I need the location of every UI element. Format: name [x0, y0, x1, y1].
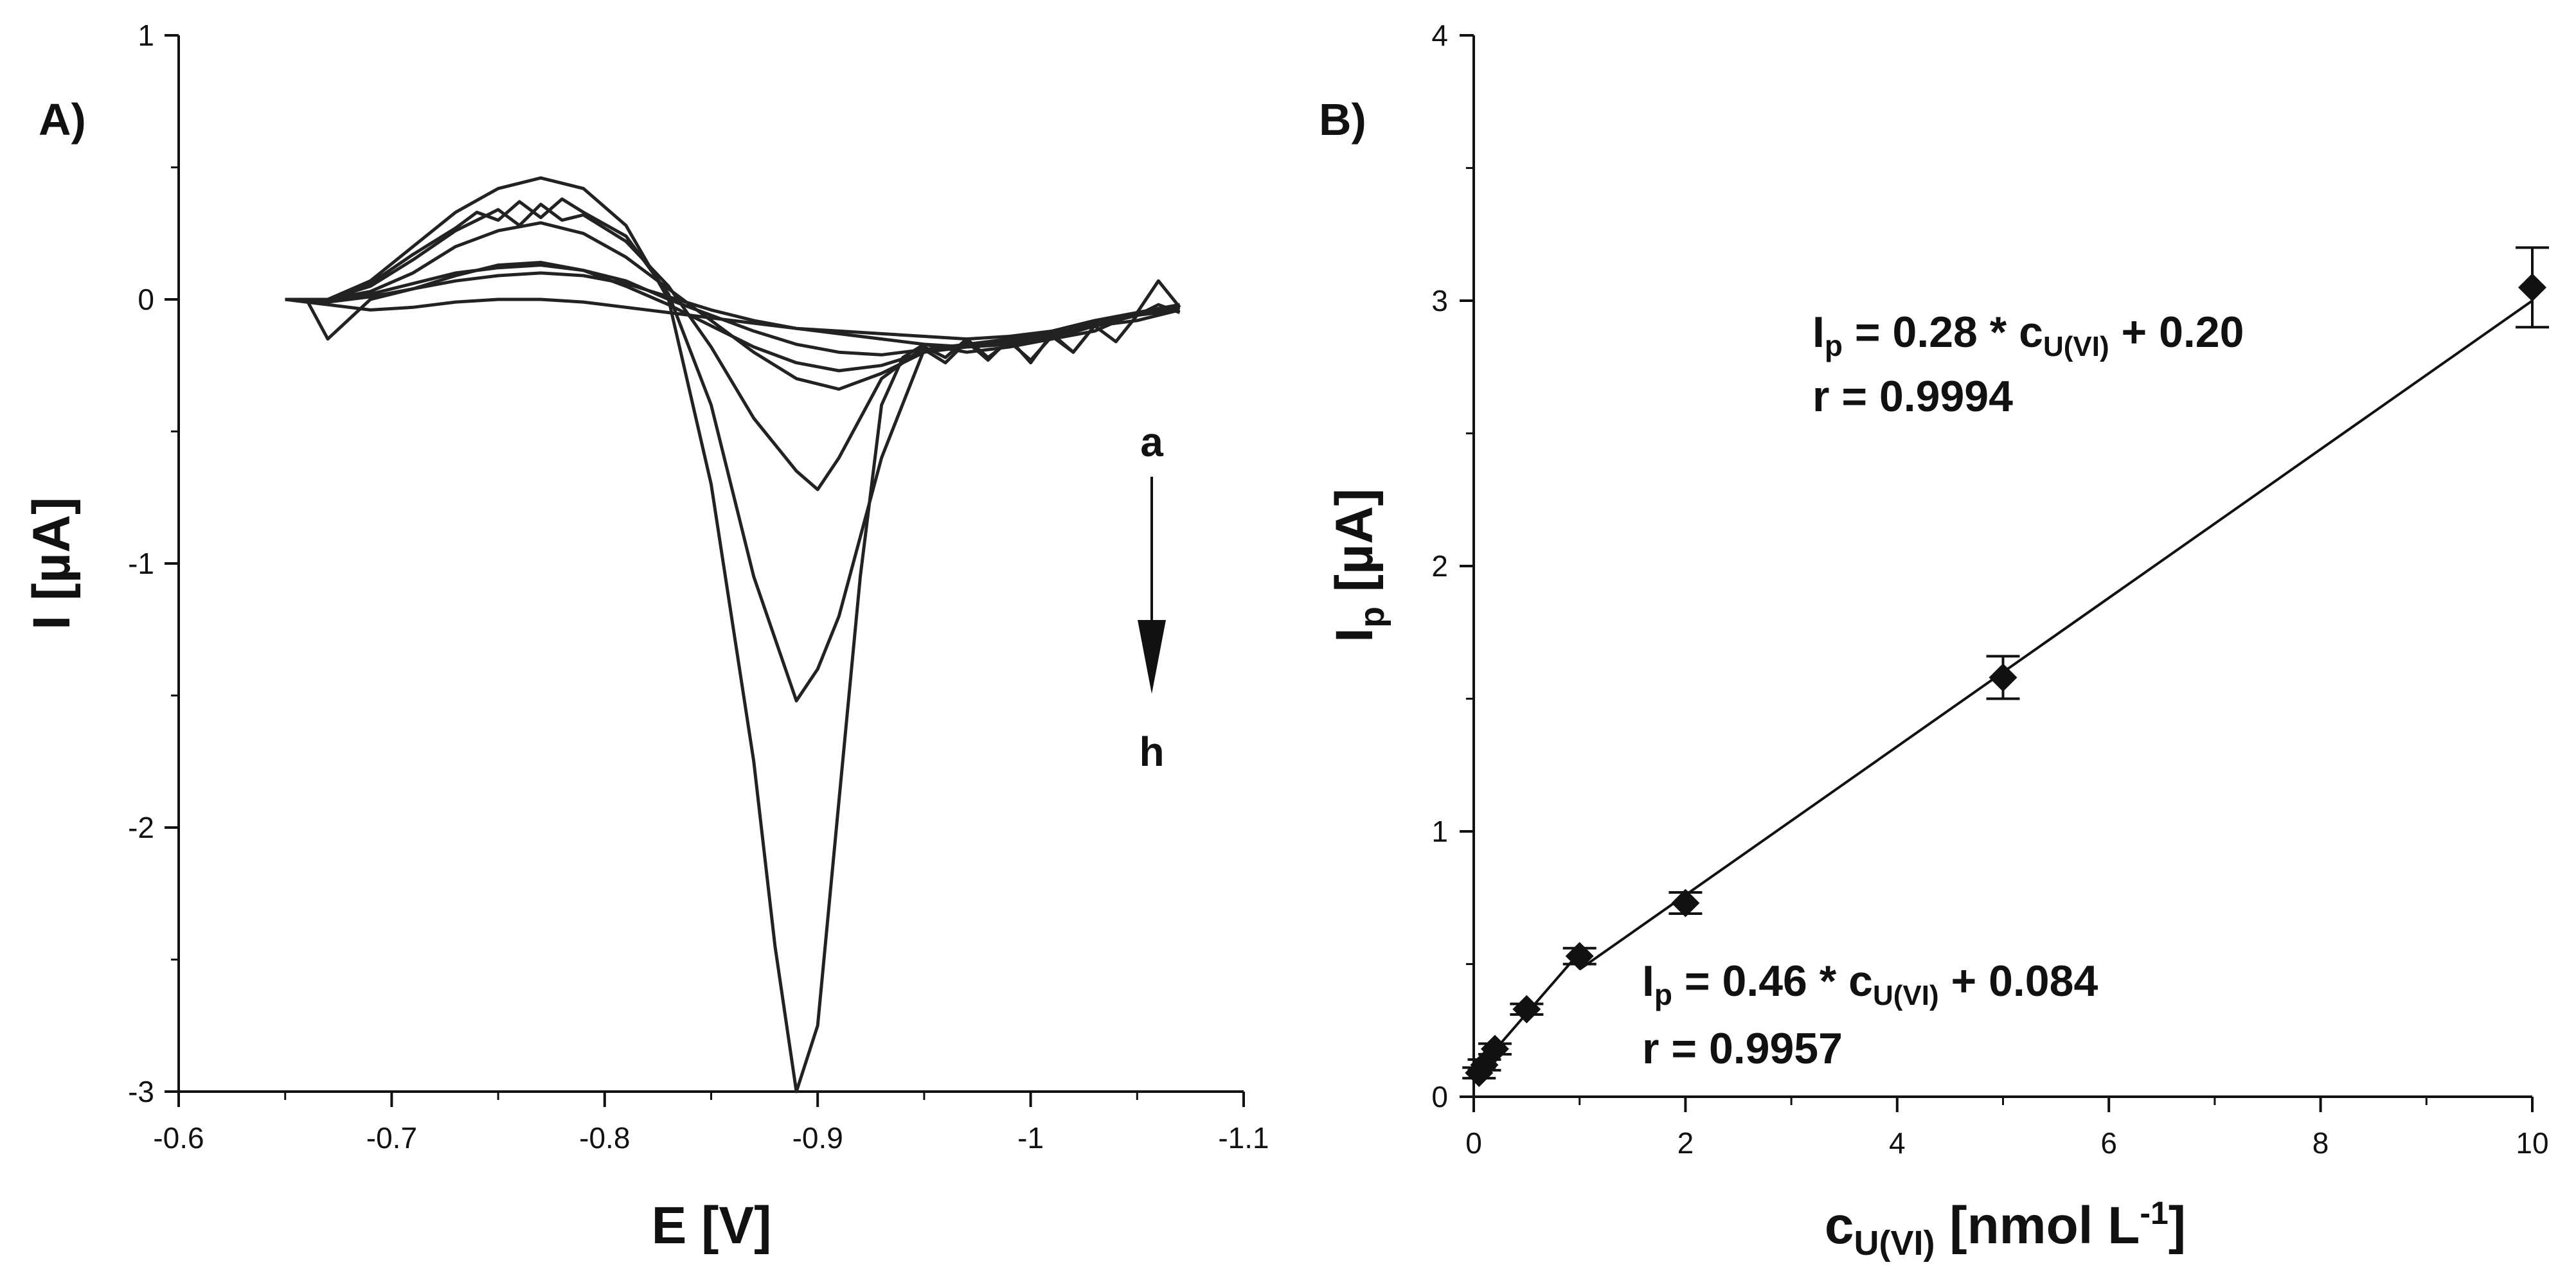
- panel-a-y-tick-label: 1: [138, 19, 154, 52]
- panel-a-y-tick-label: 0: [138, 283, 154, 316]
- panel-a-y-tick-label: -3: [128, 1075, 154, 1108]
- panel-b-y-tick-label: 2: [1431, 549, 1448, 583]
- panel-b-x-tick-label: 4: [1889, 1126, 1906, 1160]
- panel-a-x-title: E [V]: [652, 1196, 772, 1255]
- panel-b-label: B): [1319, 94, 1366, 145]
- data-point: [1562, 942, 1597, 971]
- panel-a-x-tick-label: -0.9: [792, 1121, 843, 1155]
- panel-a-y-tick-label: -2: [128, 811, 154, 844]
- panel-b-y-ticks: 0 1 2 3 4: [1431, 19, 1474, 1113]
- arrow-head: [1138, 620, 1166, 694]
- panel-a-x-tick-label: -0.7: [366, 1121, 417, 1155]
- equation-2-r: r = 0.9957: [1642, 1024, 1843, 1073]
- panel-b-x-tick-label: 0: [1465, 1126, 1482, 1160]
- diamond-marker: [1512, 995, 1541, 1023]
- data-point: [1986, 655, 2020, 700]
- equation-1: Ip = 0.28 * cU(VI) + 0.20: [1812, 308, 2244, 362]
- voltammogram-g: [285, 197, 1181, 703]
- diamond-marker: [1989, 663, 2017, 692]
- data-point: [1478, 1034, 1512, 1063]
- panel-a-x-ticks: -0.6 -0.7 -0.8 -0.9 -1 -1.1: [153, 1092, 1269, 1155]
- panel-a-x-tick-label: -1.1: [1218, 1121, 1269, 1155]
- panel-a-curves: [285, 176, 1181, 1094]
- panel-a-x-tick-label: -1: [1017, 1121, 1044, 1155]
- panel-b-x-ticks: 0 2 4 6 8 10: [1465, 1097, 2549, 1160]
- concentration-arrow: a h: [1138, 419, 1166, 775]
- voltammogram-c: [285, 263, 1181, 357]
- arrow-start-label: a: [1140, 419, 1163, 465]
- voltammogram-f: [285, 202, 1181, 492]
- voltammogram-h: [285, 176, 1181, 1094]
- diamond-marker: [2518, 273, 2546, 302]
- panel-a-x-tick-label: -0.8: [579, 1121, 630, 1155]
- diamond-marker: [1671, 889, 1700, 917]
- panel-a-y-title: I [µA]: [22, 497, 81, 630]
- panel-a: A) 1 0 -1 -2 -3 -0.6 -0.7 -0.8 -0.9 -1 -1.1 a h E…: [22, 19, 1269, 1255]
- panel-b-y-tick-label: 0: [1431, 1080, 1448, 1113]
- panel-b-y-tick-label: 1: [1431, 815, 1448, 848]
- panel-a-x-tick-label: -0.6: [153, 1121, 204, 1155]
- panel-b-x-tick-label: 2: [1677, 1126, 1694, 1160]
- diamond-marker: [1480, 1034, 1509, 1063]
- equation-2: Ip = 0.46 * cU(VI) + 0.084: [1642, 957, 2098, 1011]
- equation-1-r: r = 0.9994: [1812, 372, 2013, 421]
- diamond-marker: [1565, 942, 1594, 971]
- arrow-end-label: h: [1139, 729, 1164, 775]
- panel-b-x-tick-label: 8: [2312, 1126, 2329, 1160]
- panel-b-data-points: [1462, 246, 2549, 1087]
- fit-line-2: [1579, 299, 2534, 971]
- data-point: [1668, 889, 1703, 917]
- panel-b-x-tick-label: 6: [2100, 1126, 2117, 1160]
- panel-a-y-tick-label: -1: [128, 547, 154, 580]
- panel-a-label: A): [39, 94, 86, 145]
- voltammogram-d: [285, 261, 1181, 373]
- panel-b-x-tick-label: 10: [2516, 1126, 2548, 1160]
- data-point: [1510, 995, 1544, 1023]
- panel-b-y-tick-label: 4: [1431, 19, 1448, 52]
- panel-b: B) 0 1 2 3 4 0 2 4 6 8 10 Ip = 0.28 * cU(VI) + 0.…: [1319, 19, 2549, 1263]
- panel-b-x-title: cU(VI) [nmol L-1]: [1825, 1195, 2186, 1263]
- data-point: [2516, 246, 2549, 329]
- panel-b-y-title: Ip [µA]: [1325, 488, 1391, 642]
- panel-a-y-ticks: 1 0 -1 -2 -3: [128, 19, 179, 1108]
- panel-b-y-tick-label: 3: [1431, 284, 1448, 317]
